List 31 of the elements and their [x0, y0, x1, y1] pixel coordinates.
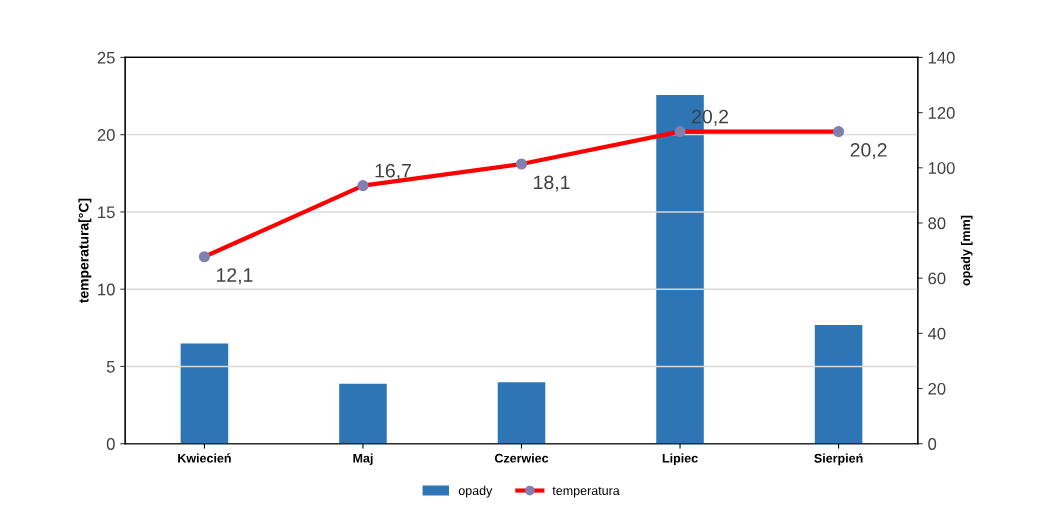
x-tick-label: Sierpień [814, 453, 863, 466]
bar [339, 383, 387, 444]
y-tick-label: 0 [106, 438, 115, 450]
x-tick-label: Kwiecień [178, 453, 231, 463]
y-tick-label: 5 [106, 361, 115, 373]
bar [180, 343, 229, 444]
y-tick-label: 25 [97, 51, 115, 64]
y2-tick-label: 0 [928, 438, 937, 450]
legend-label: temperatura [552, 486, 620, 498]
data-label: 18,1 [534, 175, 570, 192]
legend-label: opady [458, 485, 493, 498]
y2-tick-label: 60 [928, 272, 946, 285]
x-tick-label: Maj [353, 453, 373, 466]
y-tick-label: 10 [98, 283, 115, 296]
data-label: 12,1 [217, 268, 253, 285]
data-label: 16,7 [375, 163, 411, 180]
y2-tick-label: 80 [928, 217, 946, 230]
data-label: 20,2 [850, 143, 887, 160]
y2-tick-label: 20 [928, 382, 946, 395]
y2-axis-title: opady [mm] [960, 215, 973, 286]
y2-tick-label: 100 [928, 162, 955, 174]
y-axis-title: temperatura[°C] [78, 198, 92, 303]
bar [497, 382, 546, 444]
x-tick-label: Lipiec [662, 453, 698, 466]
bar [814, 325, 863, 444]
y2-tick-label: 40 [927, 327, 946, 340]
y-tick-label: 20 [97, 129, 115, 141]
y2-tick-label: 140 [928, 51, 955, 64]
y-tick-label: 15 [98, 206, 115, 219]
y2-tick-label: 120 [928, 107, 955, 119]
x-tick-label: Czerwiec [494, 453, 549, 463]
